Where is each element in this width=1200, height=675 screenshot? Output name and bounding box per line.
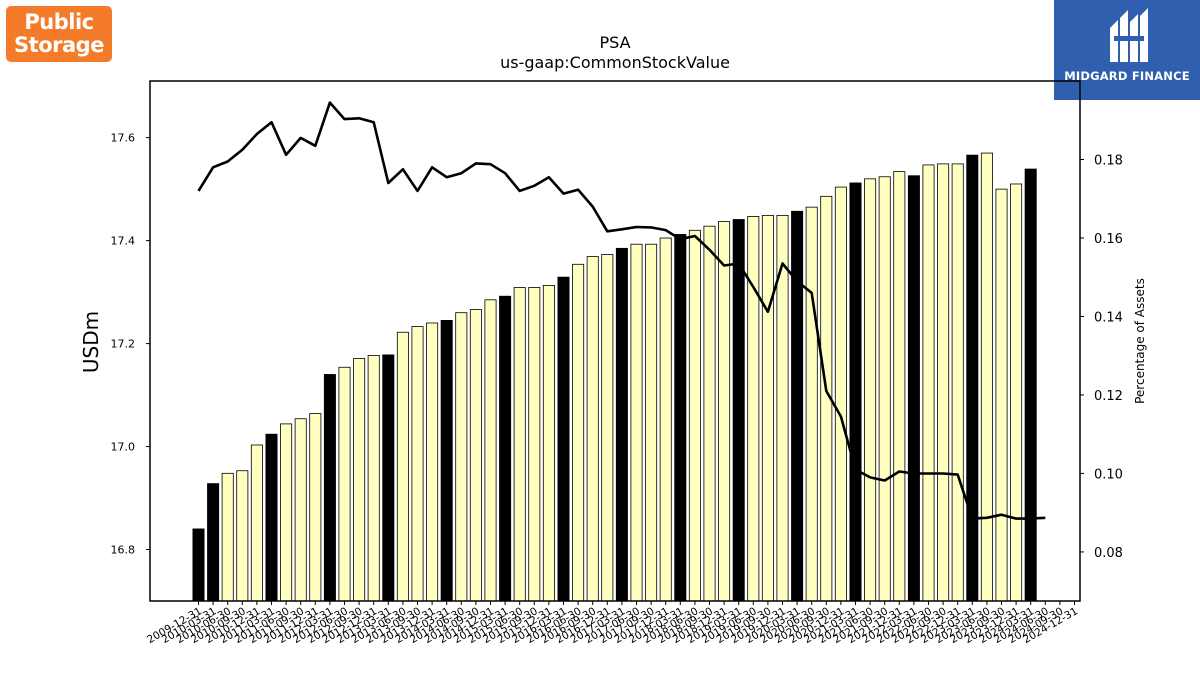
- y2-tick-label: 0.18: [1094, 153, 1123, 168]
- y-tick-label: 17.2: [111, 338, 136, 351]
- chart-subtitle: us-gaap:CommonStockValue: [500, 53, 730, 72]
- series-line: [197, 101, 1046, 520]
- y-tick-label: 17.4: [111, 235, 136, 248]
- y2-tick-label: 0.12: [1094, 389, 1123, 404]
- bar: [542, 284, 555, 602]
- bar: [659, 237, 672, 602]
- chart-title: PSA: [599, 33, 630, 52]
- bar: [732, 219, 745, 602]
- bar: [893, 171, 906, 602]
- bar: [601, 254, 614, 602]
- bar: [907, 175, 920, 602]
- bar: [455, 312, 468, 602]
- y2-tick-label: 0.08: [1094, 546, 1123, 561]
- bar: [630, 243, 643, 602]
- bar: [192, 528, 205, 602]
- logo-text-line2: Storage: [14, 33, 104, 57]
- bar: [878, 176, 891, 602]
- bar: [966, 154, 979, 602]
- bar: [980, 152, 993, 602]
- bar: [688, 229, 701, 602]
- bar: [265, 433, 278, 602]
- midgard-brand-text: MIDGARD FINANCE: [1064, 69, 1190, 83]
- bar: [849, 182, 862, 602]
- y-tick-label: 16.8: [111, 544, 136, 557]
- bar: [207, 483, 220, 602]
- bar: [995, 188, 1008, 602]
- bar: [761, 214, 774, 602]
- bar: [513, 287, 526, 602]
- bar: [440, 320, 453, 602]
- bar: [922, 164, 935, 602]
- y2-tick-label: 0.14: [1094, 310, 1123, 325]
- bar: [499, 295, 512, 602]
- bar: [411, 326, 424, 602]
- bar: [323, 374, 336, 602]
- bar: [426, 322, 439, 602]
- bar: [250, 444, 263, 602]
- midgard-finance-logo: MIDGARD FINANCE: [1054, 0, 1200, 100]
- bar: [674, 234, 687, 602]
- bar: [396, 331, 409, 602]
- bar: [338, 366, 351, 602]
- bar: [528, 287, 541, 602]
- bar: [353, 358, 366, 602]
- logo-text-line1: Public: [24, 10, 94, 34]
- bar: [864, 178, 877, 602]
- bar: [572, 263, 585, 602]
- bar: [382, 354, 395, 602]
- y2-axis-label: Percentage of Assets: [1133, 278, 1147, 404]
- midgard-emblem-icon: [1110, 8, 1148, 62]
- y2-tick-label: 0.10: [1094, 467, 1123, 482]
- bar: [557, 276, 570, 602]
- bar: [1010, 183, 1023, 602]
- bar: [586, 256, 599, 602]
- bar: [645, 243, 658, 602]
- bar: [280, 423, 293, 602]
- bar: [367, 355, 380, 602]
- bar: [791, 210, 804, 602]
- bar: [1024, 168, 1037, 602]
- bar: [469, 309, 482, 602]
- bar: [718, 221, 731, 602]
- bar: [309, 413, 322, 602]
- public-storage-logo: Public Storage: [6, 6, 112, 62]
- bar: [834, 186, 847, 602]
- bar: [484, 299, 497, 602]
- bar: [294, 418, 307, 602]
- y-tick-label: 17.0: [111, 441, 136, 454]
- plot-frame: [149, 80, 1081, 602]
- y-axis-label: USDm: [79, 311, 103, 373]
- bar: [747, 216, 760, 602]
- bar: [221, 472, 234, 602]
- y-tick-label: 17.6: [111, 132, 136, 145]
- bar: [805, 206, 818, 602]
- y2-tick-label: 0.16: [1094, 232, 1123, 247]
- bar: [703, 225, 716, 602]
- bar: [615, 247, 628, 602]
- bar: [236, 470, 249, 602]
- bar: [937, 163, 950, 602]
- bar: [951, 163, 964, 602]
